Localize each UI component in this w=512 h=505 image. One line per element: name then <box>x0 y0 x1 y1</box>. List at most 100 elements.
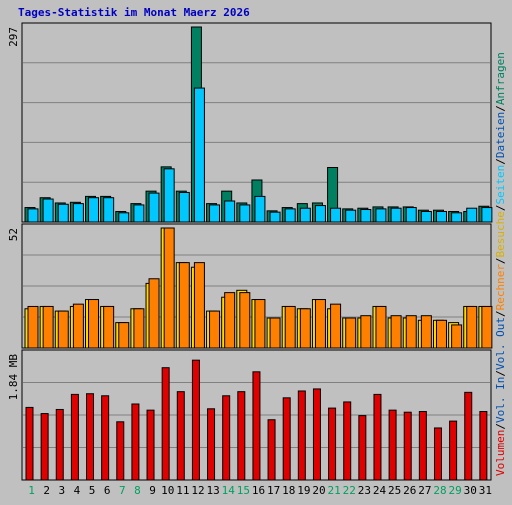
bar-seiten-day-11 <box>178 191 190 223</box>
bar-rechner-day-22 <box>345 317 357 349</box>
bar-volumen-day-7 <box>116 421 125 481</box>
bar-seiten-day-28 <box>435 210 447 223</box>
bar-seiten-day-31 <box>481 207 493 223</box>
bar-rechner-day-21 <box>330 303 342 349</box>
bar-volumen-day-14 <box>222 395 231 481</box>
day-label: 28 <box>433 484 446 497</box>
legend-item: Vol. Out <box>494 317 507 370</box>
bar-volumen-day-17 <box>267 419 276 481</box>
day-label: 9 <box>149 484 156 497</box>
bar-seiten-day-18 <box>284 208 296 223</box>
day-label: 11 <box>176 484 189 497</box>
bar-rechner-day-11 <box>178 262 190 349</box>
bar-seiten-day-22 <box>345 209 357 223</box>
panel-top: 297 <box>7 22 493 223</box>
bar-rechner-day-13 <box>209 310 221 349</box>
bar-rechner-day-28 <box>435 319 447 349</box>
bar-seiten-day-14 <box>224 200 236 223</box>
bar-rechner-day-6 <box>103 305 115 349</box>
bar-seiten-day-27 <box>420 210 432 223</box>
day-label: 16 <box>252 484 265 497</box>
bar-rechner-day-9 <box>148 278 160 349</box>
legend-item: Anfragen <box>494 52 507 105</box>
bar-seiten-day-3 <box>57 203 69 223</box>
bar-seiten-day-12 <box>193 87 205 223</box>
bar-seiten-day-17 <box>269 211 281 223</box>
bar-seiten-day-26 <box>405 207 417 223</box>
day-label: 2 <box>43 484 50 497</box>
legend-item: Seiten <box>494 165 507 205</box>
bar-rechner-day-24 <box>375 305 387 349</box>
bar-rechner-day-12 <box>193 262 205 349</box>
day-label: 23 <box>358 484 371 497</box>
bar-seiten-day-13 <box>209 204 221 223</box>
bar-seiten-day-30 <box>466 207 478 223</box>
bar-seiten-day-21 <box>330 207 342 223</box>
bar-volumen-day-2 <box>40 413 49 481</box>
bar-rechner-day-7 <box>118 322 130 349</box>
scale-label: 297 <box>7 27 20 47</box>
bar-rechner-day-8 <box>133 308 145 349</box>
bar-seiten-day-2 <box>42 198 54 223</box>
bar-seiten-day-23 <box>360 209 372 223</box>
legend-separator: / <box>494 105 507 112</box>
bar-seiten-day-9 <box>148 192 160 223</box>
bar-rechner-day-26 <box>405 315 417 349</box>
day-label: 19 <box>297 484 310 497</box>
day-label: 14 <box>222 484 236 497</box>
legend: Volumen/Vol. In/Vol. Out/Rechner/Besuche… <box>494 52 507 476</box>
bar-seiten-day-16 <box>254 195 266 223</box>
bar-volumen-day-22 <box>343 401 352 481</box>
panel-middle: 52 <box>7 223 493 349</box>
bar-rechner-day-10 <box>163 227 175 349</box>
bar-volumen-day-15 <box>237 391 246 481</box>
bar-volumen-day-11 <box>176 391 185 481</box>
bar-volumen-day-25 <box>388 409 397 481</box>
legend-separator: / <box>494 310 507 317</box>
bar-rechner-day-31 <box>481 305 493 349</box>
legend-separator: / <box>494 204 507 211</box>
bar-seiten-day-20 <box>314 205 326 223</box>
bar-volumen-day-16 <box>252 371 261 481</box>
bar-volumen-day-26 <box>403 411 412 481</box>
day-label: 17 <box>267 484 280 497</box>
chart-title: Tages-Statistik im Monat Maerz 2026 <box>18 6 250 19</box>
day-label: 13 <box>206 484 219 497</box>
day-label: 27 <box>418 484 431 497</box>
bar-seiten-day-4 <box>72 203 84 223</box>
bar-rechner-day-19 <box>299 308 311 349</box>
bar-volumen-day-5 <box>86 393 95 481</box>
bar-volumen-day-24 <box>373 393 382 481</box>
bar-volumen-day-12 <box>191 359 200 481</box>
bar-volumen-day-21 <box>328 407 337 481</box>
day-label: 25 <box>388 484 401 497</box>
day-label: 7 <box>119 484 126 497</box>
legend-item: Volumen <box>494 430 507 476</box>
bar-seiten-day-6 <box>103 197 115 223</box>
bar-rechner-day-17 <box>269 317 281 349</box>
bar-seiten-day-1 <box>27 208 39 223</box>
day-label: 30 <box>464 484 477 497</box>
day-label: 26 <box>403 484 416 497</box>
bar-volumen-day-29 <box>449 420 458 481</box>
bar-rechner-day-30 <box>466 305 478 349</box>
bar-seiten-day-10 <box>163 168 175 223</box>
legend-separator: / <box>494 423 507 430</box>
day-label: 20 <box>312 484 325 497</box>
bar-seiten-day-7 <box>118 212 130 223</box>
day-label: 12 <box>191 484 204 497</box>
bar-rechner-day-2 <box>42 305 54 349</box>
bar-rechner-day-4 <box>72 303 84 349</box>
bar-volumen-day-18 <box>282 397 291 481</box>
panel-bottom: 1.84 MB <box>7 349 492 481</box>
scale-label: 1.84 MB <box>7 354 20 401</box>
day-label: 10 <box>161 484 174 497</box>
bar-volumen-day-13 <box>207 408 216 481</box>
bar-rechner-day-29 <box>451 324 463 349</box>
bar-rechner-day-5 <box>88 299 100 349</box>
x-axis-labels: 1 2 3 4 5 6 7 8 9 10 11 12 13 14 15 16 17 18 19 20 21 22 23 24 2… <box>28 484 492 497</box>
bar-volumen-day-23 <box>358 415 367 481</box>
bar-seiten-day-19 <box>299 207 311 223</box>
bar-volumen-day-3 <box>55 408 64 481</box>
